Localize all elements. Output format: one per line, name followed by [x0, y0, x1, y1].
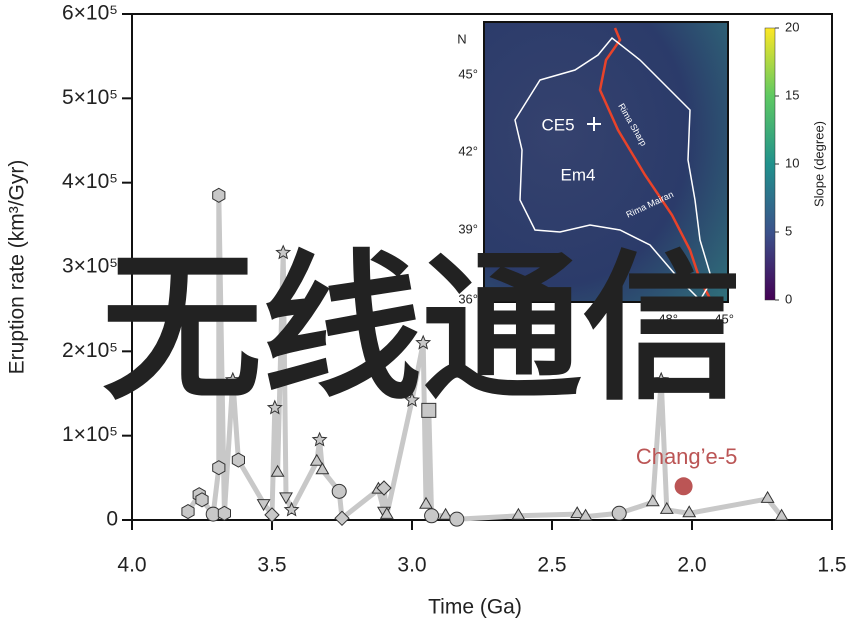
place-label: CE5	[541, 115, 574, 134]
x-tick-label: 2.0	[677, 554, 706, 577]
data-point	[279, 492, 293, 505]
data-point	[424, 508, 440, 524]
data-point	[331, 483, 347, 499]
data-point	[653, 371, 670, 387]
y-tick-label: 0	[106, 508, 118, 531]
inset-map: N 45° 42° 39° 36° -48° -45° CE5 Em4 Rima…	[457, 19, 826, 326]
overlay-text: 无线通信	[102, 235, 742, 422]
y-tick-label: 1×10⁵	[62, 423, 118, 446]
colorbar-tick-label: 10	[785, 155, 799, 170]
annotation-point	[674, 477, 693, 496]
colorbar-label: Slope (degree)	[811, 121, 826, 207]
lat-label: 45°	[458, 66, 478, 81]
colorbar-tick-label: 0	[785, 291, 792, 306]
lat-label: 42°	[458, 143, 478, 158]
data-point	[438, 507, 453, 520]
data-point	[774, 508, 789, 521]
data-point	[224, 371, 241, 387]
data-point	[449, 511, 465, 527]
rille	[598, 27, 714, 303]
x-tick-label: 2.5	[537, 554, 566, 577]
lat-label: 39°	[458, 221, 478, 236]
data-point	[415, 334, 432, 350]
data-point	[611, 505, 627, 521]
y-tick-label: 5×10⁵	[62, 86, 118, 109]
data-point	[404, 391, 420, 407]
y-tick-label: 3×10⁵	[62, 255, 118, 278]
site-marker	[587, 117, 601, 131]
data-point	[379, 506, 394, 519]
data-point	[181, 504, 195, 520]
data-point	[315, 462, 330, 475]
data-point	[659, 501, 674, 514]
north-label: N	[457, 31, 466, 46]
data-point	[309, 453, 324, 466]
lon-label: -48°	[654, 311, 678, 326]
data-point	[421, 402, 437, 418]
y-tick-label: 4×10⁵	[62, 170, 118, 193]
data-point	[212, 460, 226, 476]
data-point	[570, 506, 585, 519]
colorbar	[764, 27, 776, 301]
data-point	[231, 452, 245, 468]
x-tick-label: 3.5	[257, 554, 286, 577]
data-point	[334, 510, 350, 527]
colorbar-tick-label: 20	[785, 19, 799, 34]
colorbar-tick-label: 5	[785, 223, 792, 238]
data-point	[275, 244, 292, 260]
place-label: Em4	[561, 165, 596, 184]
mare-outline	[514, 36, 713, 302]
data-point	[311, 431, 328, 447]
data-point	[645, 494, 660, 507]
map-image	[483, 21, 729, 303]
data-point	[270, 464, 285, 477]
data-point	[195, 492, 209, 508]
data-point	[256, 499, 271, 512]
lon-label: -45°	[710, 311, 734, 326]
data-point	[264, 507, 280, 523]
data-point	[376, 480, 392, 496]
x-tick-label: 4.0	[117, 554, 146, 577]
x-axis-title: Time (Ga)	[428, 596, 522, 619]
data-point	[283, 501, 300, 517]
x-tick-label: 3.0	[397, 554, 426, 577]
y-tick-label: 6×10⁵	[62, 2, 118, 25]
data-point	[578, 508, 593, 521]
colorbar-tick-label: 15	[785, 87, 799, 102]
data-point	[682, 505, 697, 518]
data-point	[217, 505, 231, 521]
series-line	[185, 192, 784, 522]
data-point	[419, 496, 433, 509]
data-point	[760, 490, 775, 503]
annotation-label: Chang’e-5	[636, 444, 738, 469]
lat-label: 36°	[458, 291, 478, 306]
data-point	[266, 399, 283, 415]
data-point	[511, 507, 526, 520]
y-axis-title: Eruption rate (km³/Gyr)	[6, 160, 29, 375]
y-tick-label: 2×10⁵	[62, 339, 118, 362]
plot-layer: 4.0 3.5 3.0 2.5 2.0 1.5 0 1×10⁵ 2×10⁵ 3×10⁵ 4×10⁵ 5…	[62, 2, 847, 577]
data-point	[212, 187, 226, 203]
x-tick-label: 1.5	[817, 554, 846, 577]
